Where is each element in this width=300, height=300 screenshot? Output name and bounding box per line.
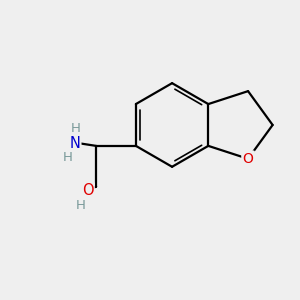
Text: H: H	[70, 122, 80, 135]
Text: H: H	[76, 199, 85, 212]
Text: N: N	[70, 136, 80, 151]
Text: O: O	[82, 183, 94, 198]
Text: H: H	[63, 151, 73, 164]
Text: O: O	[243, 152, 254, 166]
